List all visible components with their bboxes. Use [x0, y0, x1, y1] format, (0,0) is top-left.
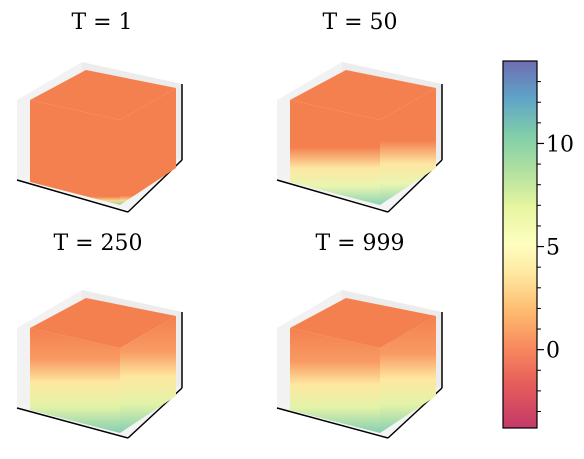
colorbar-frame — [502, 60, 538, 429]
panel-t50: T = 50 — [276, 10, 443, 213]
cube-top — [30, 70, 176, 120]
cube-right — [120, 88, 176, 205]
panel-title: T = 50 — [322, 10, 397, 35]
voxel-cube — [290, 298, 436, 433]
axis-line — [16, 179, 129, 213]
colorbar-fill — [503, 61, 537, 428]
axis-line — [16, 407, 129, 439]
axis-line — [276, 179, 389, 213]
panel-title: T = 999 — [315, 231, 404, 256]
panel-t999: T = 999 — [276, 231, 443, 439]
cube-front — [290, 100, 380, 205]
colorbar-tick-label: 5 — [546, 236, 560, 261]
colorbar: 0 5 10 — [502, 60, 574, 429]
voxel-cube — [30, 298, 176, 433]
cube-front — [290, 328, 380, 433]
cube-front — [30, 100, 120, 205]
panel-t1: T = 1 — [16, 10, 183, 213]
colorbar-ticks: 0 5 10 — [537, 81, 574, 413]
cube-right — [380, 316, 436, 433]
panel-title: T = 250 — [53, 231, 142, 256]
colorbar-tick-label: 10 — [546, 132, 574, 157]
cube-right — [380, 88, 436, 205]
cube-top — [290, 70, 436, 120]
cube-front — [30, 328, 120, 433]
panel-title: T = 1 — [71, 10, 132, 35]
axis-line — [276, 407, 389, 439]
colorbar-tick-label: 0 — [546, 339, 560, 364]
cube-top — [30, 298, 176, 348]
voxel-cube — [30, 70, 176, 205]
panel-t250: T = 250 — [16, 231, 183, 439]
cube-right — [120, 316, 176, 433]
cube-top — [290, 298, 436, 348]
voxel-cube — [290, 70, 436, 205]
